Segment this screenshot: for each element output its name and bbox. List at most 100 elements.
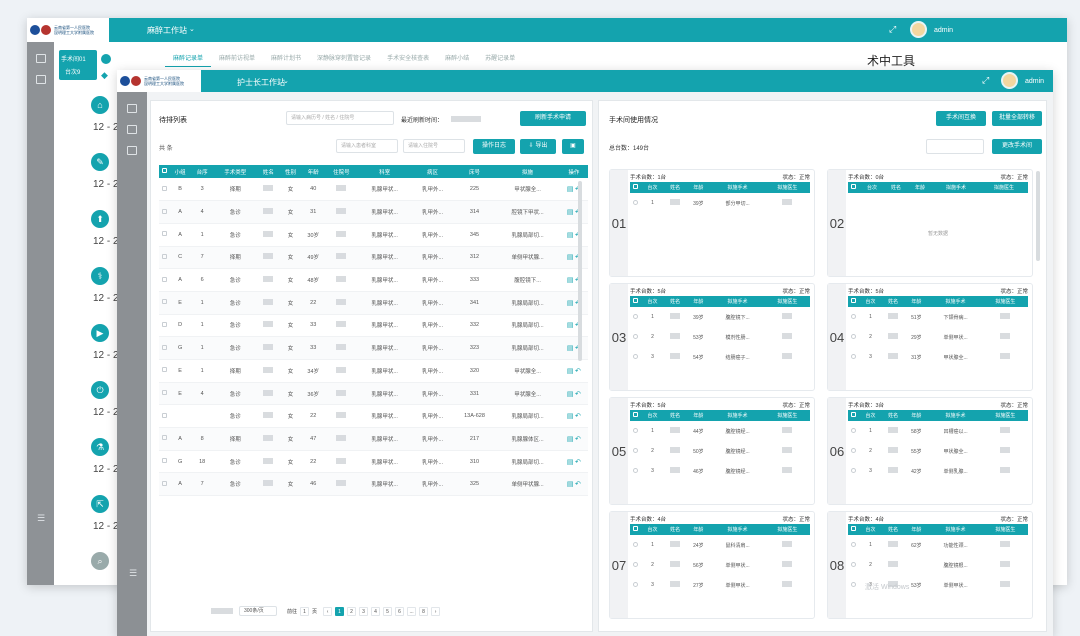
row-checkbox[interactable] — [159, 382, 170, 406]
row-checkbox[interactable] — [848, 575, 859, 595]
select-all-checkbox[interactable] — [630, 410, 642, 421]
table-row[interactable]: 3 53岁 单侧甲状... — [848, 575, 1028, 595]
edit-icon[interactable]: ▤ — [566, 277, 574, 285]
tab-preop-visit[interactable]: 麻醉前访视单 — [219, 56, 256, 62]
edit-icon[interactable]: ▤ — [566, 458, 574, 466]
prev-page-button[interactable]: ‹ — [323, 606, 333, 616]
menu-grid-icon[interactable] — [127, 104, 137, 113]
row-checkbox[interactable] — [630, 535, 641, 555]
back-workstation-title[interactable]: 麻醉工作站 — [147, 26, 187, 35]
table-row[interactable]: 1 39岁 腹腔镜下... — [630, 307, 810, 327]
room-card[interactable]: 07 手术台数：4台 状态：正常 台次 姓名 年龄 拟施手术 拟施医生 1 24岁 鼠科清肩... 2… — [609, 511, 815, 619]
page-button[interactable]: 6 — [395, 606, 405, 616]
table-row[interactable]: 1 39岁 部分甲切... — [630, 193, 810, 213]
page-size-select[interactable]: 300条/页 — [239, 606, 277, 616]
row-checkbox[interactable] — [630, 193, 641, 213]
table-scrollbar[interactable] — [578, 181, 582, 361]
undo-icon[interactable]: ↶ — [575, 186, 581, 193]
page-button[interactable]: 8 — [419, 606, 429, 616]
row-checkbox[interactable] — [159, 472, 170, 497]
next-page-button[interactable]: › — [431, 606, 441, 616]
tab-cvc-record[interactable]: 深静脉穿刺置管记录 — [317, 56, 372, 62]
menu-user-icon[interactable] — [127, 146, 137, 155]
room-select[interactable] — [926, 139, 984, 154]
admin-label[interactable]: admin — [934, 27, 954, 34]
tab-safety-check[interactable]: 手术安全核查表 — [387, 56, 430, 62]
row-checkbox[interactable] — [848, 555, 859, 575]
column-header[interactable]: 科室 — [358, 165, 412, 178]
row-checkbox[interactable] — [159, 314, 170, 338]
undo-icon[interactable]: ↶ — [575, 481, 581, 489]
select-all-checkbox[interactable] — [630, 296, 642, 307]
table-row[interactable]: 1 62岁 功能性颈... — [848, 535, 1028, 555]
edit-icon[interactable]: ▤ — [566, 254, 574, 262]
room-card[interactable]: 05 手术台数：5台 状态：正常 台次 姓名 年龄 拟施手术 拟施医生 1 44岁 腹腔镜经... 2… — [609, 397, 815, 505]
table-row[interactable]: 3 46岁 腹腔镜经... — [630, 461, 810, 481]
row-checkbox[interactable] — [630, 461, 641, 481]
menu-doc-icon[interactable] — [35, 75, 46, 84]
tab-summary[interactable]: 麻醉小结 — [445, 56, 470, 62]
table-row[interactable]: A 7 急诊女 46 乳腺甲状... 乳甲外... 325 单侧甲状腺... ▤ ↶ — [159, 472, 588, 497]
undo-icon[interactable]: ↶ — [575, 435, 581, 443]
inpatient-no-input[interactable]: 请输入住院号 — [403, 139, 465, 153]
undo-icon[interactable]: ↶ — [575, 345, 581, 352]
menu-grid-icon[interactable] — [35, 54, 46, 63]
select-all-checkbox[interactable] — [848, 296, 860, 307]
tab-anesthesia-record[interactable]: 麻醉记录单 — [165, 52, 212, 67]
page-button[interactable]: 1 — [335, 606, 345, 616]
undo-icon[interactable]: ↶ — [575, 413, 581, 421]
select-all-checkbox[interactable] — [848, 410, 860, 421]
row-checkbox[interactable] — [159, 223, 170, 247]
page-button[interactable]: ... — [407, 606, 417, 616]
undo-icon[interactable]: ↶ — [575, 300, 581, 307]
room-card[interactable]: 01 手术台数：1台 状态：正常 台次 姓名 年龄 拟施手术 拟施医生 1 39岁 部分甲切... — [609, 169, 815, 277]
room-card[interactable]: 08 手术台数：4台 状态：正常 台次 姓名 年龄 拟施手术 拟施医生 1 62岁 功能性颈... 2… — [827, 511, 1033, 619]
table-row[interactable]: 3 42岁 单侧乳腺... — [848, 461, 1028, 481]
table-row[interactable]: 2 55岁 甲状腺全... — [848, 441, 1028, 461]
print-button[interactable]: ▣ — [562, 139, 584, 154]
undo-icon[interactable]: ↶ — [575, 209, 581, 216]
front-workstation-title[interactable]: 护士长工作站 — [237, 78, 285, 87]
undo-icon[interactable]: ↶ — [575, 322, 581, 329]
table-row[interactable]: 1 58岁 凹槽癌以... — [848, 421, 1028, 441]
operation-log-button[interactable]: 操作日志 — [473, 139, 515, 154]
undo-icon[interactable]: ↶ — [575, 232, 581, 239]
panel-scrollbar[interactable] — [1036, 171, 1040, 261]
row-checkbox[interactable] — [630, 555, 641, 575]
avatar[interactable] — [1001, 72, 1018, 89]
row-checkbox[interactable] — [630, 347, 641, 367]
edit-icon[interactable]: ▤ — [566, 367, 574, 375]
row-checkbox[interactable] — [630, 441, 641, 461]
select-all-checkbox[interactable] — [848, 524, 860, 535]
search-input[interactable]: 请输入病历号 / 姓名 / 住院号 — [286, 111, 394, 125]
undo-icon[interactable]: ↶ — [575, 367, 581, 375]
fullscreen-icon[interactable]: ⤢ — [889, 24, 897, 34]
tab-recovery[interactable]: 苏醒记录单 — [485, 56, 516, 62]
table-row[interactable]: 2 50岁 腹腔镜经... — [630, 441, 810, 461]
row-checkbox[interactable] — [848, 347, 859, 367]
menu-doc-icon[interactable] — [127, 125, 137, 134]
select-all-checkbox[interactable] — [848, 182, 860, 193]
table-row[interactable]: 3 31岁 甲状腺全... — [848, 347, 1028, 367]
room-card[interactable]: 03 手术台数：5台 状态：正常 台次 姓名 年龄 拟施手术 拟施医生 1 39岁 腹腔镜下... 2… — [609, 283, 815, 391]
page-button[interactable]: 2 — [347, 606, 357, 616]
row-checkbox[interactable] — [848, 327, 859, 347]
table-row[interactable]: E 4 急诊女 36岁 乳腺甲状... 乳甲外... 331 甲状腺全... ▤ ↶ — [159, 382, 588, 406]
row-checkbox[interactable] — [159, 336, 170, 360]
row-checkbox[interactable] — [159, 291, 170, 315]
select-all-checkbox[interactable] — [630, 182, 642, 193]
undo-icon[interactable]: ↶ — [575, 458, 581, 466]
table-row[interactable]: 2 29岁 单侧甲状... — [848, 327, 1028, 347]
page-button[interactable]: 4 — [371, 606, 381, 616]
chevron-down-icon[interactable]: ⌄ — [283, 78, 289, 85]
table-row[interactable]: 3 54岁 结肠癌子... — [630, 347, 810, 367]
row-checkbox[interactable] — [630, 575, 641, 595]
row-checkbox[interactable] — [848, 535, 859, 555]
collapse-icon[interactable]: ☰ — [129, 568, 138, 578]
row-checkbox[interactable] — [848, 461, 859, 481]
row-checkbox[interactable] — [159, 268, 170, 292]
